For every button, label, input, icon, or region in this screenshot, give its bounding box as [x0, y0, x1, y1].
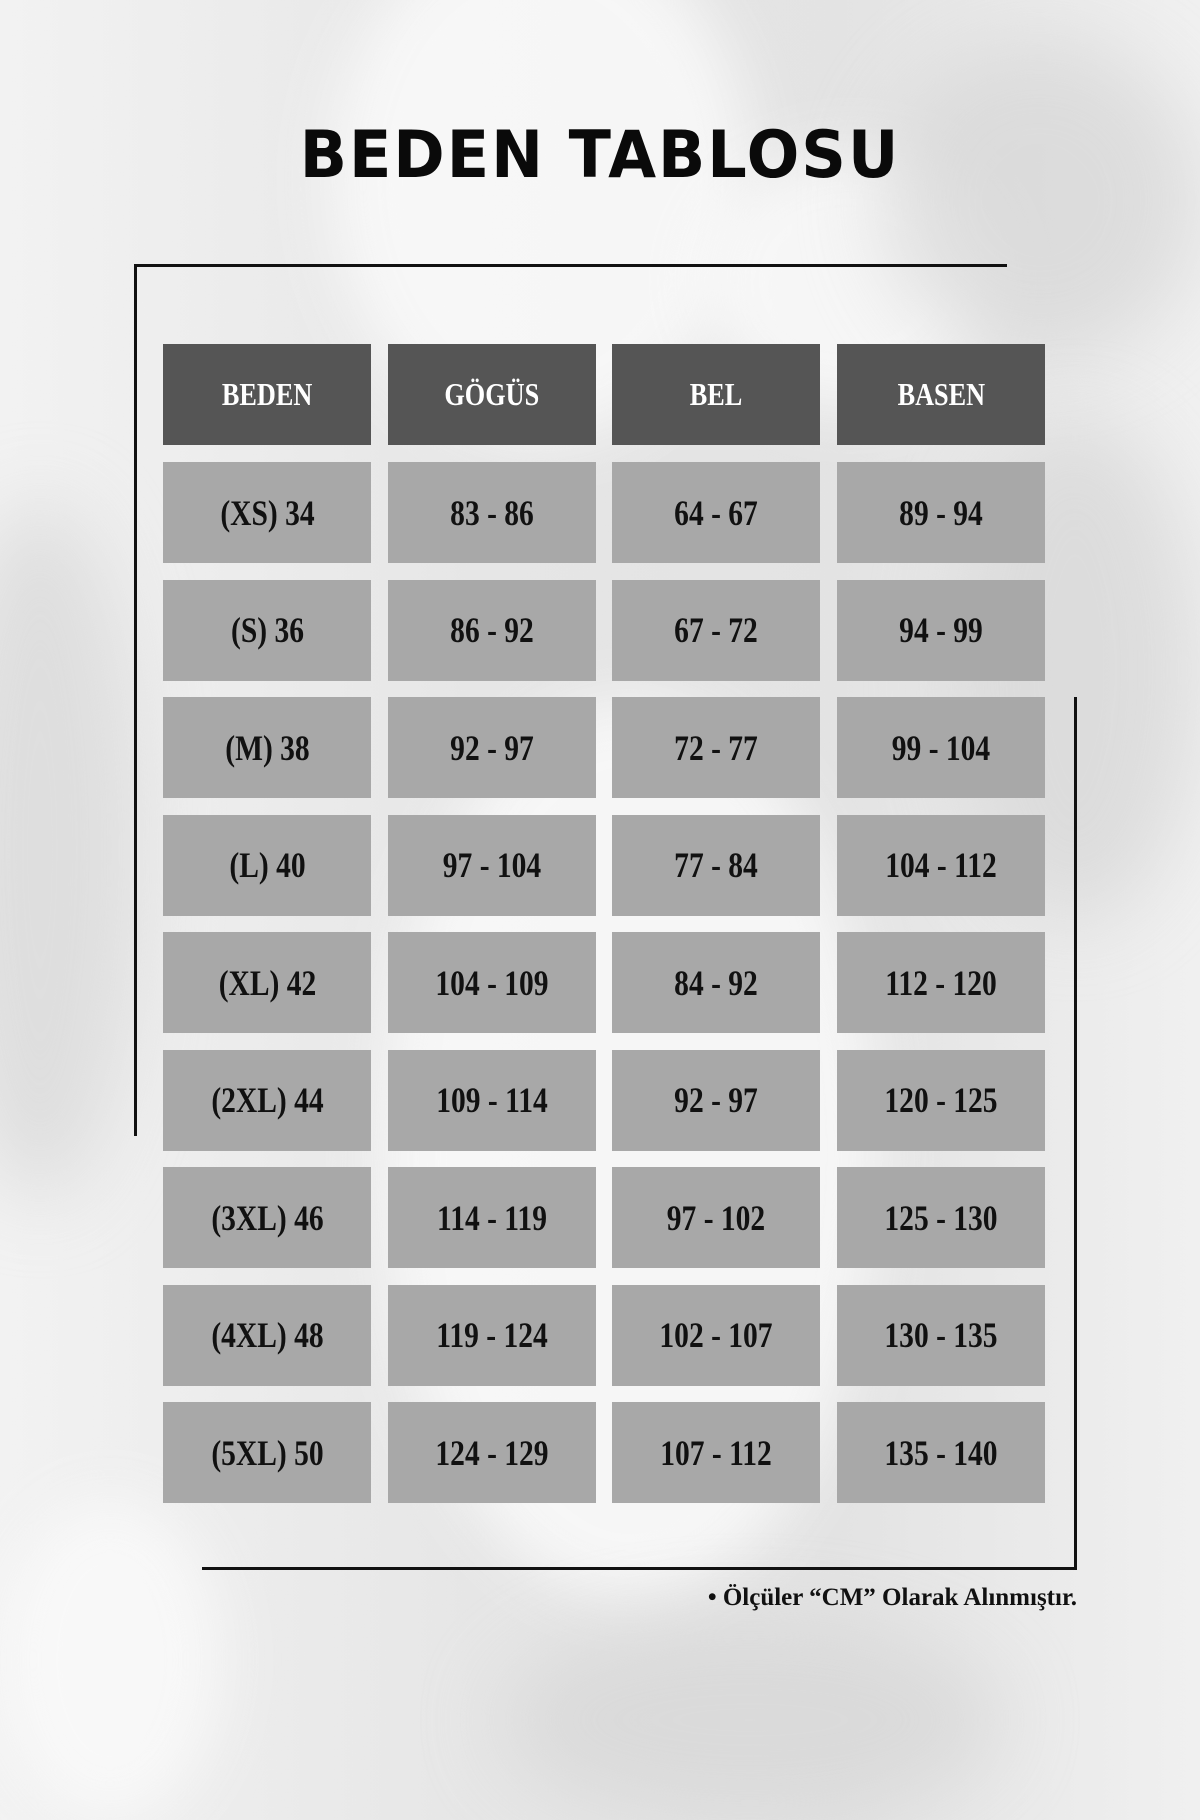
cell-value: 64 - 67: [674, 492, 758, 533]
cell-value: 102 - 107: [659, 1315, 773, 1355]
cell-value: 124 - 129: [435, 1432, 549, 1473]
frame-bottom-line: [202, 1567, 1077, 1570]
table-cell-beden: (XL) 42: [163, 932, 371, 1033]
cell-value: 72 - 77: [674, 727, 758, 768]
table-cell-beden: (XS) 34: [163, 462, 371, 563]
table-cell-bel: 77 - 84: [612, 814, 820, 916]
table-cell-bel: 67 - 72: [612, 579, 820, 681]
cell-value: 135 - 140: [884, 1432, 998, 1473]
table-cell-beden: (S) 36: [163, 579, 371, 681]
table-cell-bel: 107 - 112: [612, 1402, 820, 1503]
table-cell-gogus: 114 - 119: [388, 1167, 596, 1268]
measurement-note: • Ölçüler “CM” Olarak Alınmıştır.: [707, 1584, 1077, 1611]
frame-top-line: [135, 264, 1007, 267]
table-cell-beden: (L) 40: [163, 814, 371, 916]
header-cell-beden: BEDEN: [163, 344, 371, 445]
header-label: GÖGÜS: [444, 376, 540, 412]
cell-value: 77 - 84: [674, 845, 758, 885]
table-cell-bel: 64 - 67: [612, 462, 820, 563]
cell-value: 104 - 109: [435, 962, 549, 1003]
header-cell-gogus: GÖGÜS: [388, 344, 596, 445]
cell-value: (M) 38: [224, 727, 310, 768]
header-label: BEL: [689, 376, 743, 412]
cell-value: 120 - 125: [884, 1080, 998, 1120]
frame-right-line: [1074, 697, 1077, 1570]
header-label: BASEN: [897, 376, 985, 412]
table-cell-gogus: 86 - 92: [388, 579, 596, 681]
cell-value: 89 - 94: [899, 492, 983, 533]
table-cell-beden: (2XL) 44: [163, 1049, 371, 1151]
cell-value: 107 - 112: [660, 1432, 772, 1473]
cell-value: 67 - 72: [674, 610, 758, 650]
table-cell-basen: 120 - 125: [837, 1049, 1045, 1151]
cell-value: 97 - 102: [666, 1197, 766, 1238]
page-title: BEDEN TABLOSU: [299, 116, 901, 193]
table-cell-basen: 112 - 120: [837, 932, 1045, 1033]
table-cell-basen: 130 - 135: [837, 1284, 1045, 1386]
table-cell-bel: 102 - 107: [612, 1284, 820, 1386]
cell-value: 109 - 114: [436, 1080, 548, 1120]
table-cell-basen: 99 - 104: [837, 697, 1045, 798]
table-cell-basen: 94 - 99: [837, 579, 1045, 681]
table-cell-gogus: 124 - 129: [388, 1402, 596, 1503]
table-cell-beden: (4XL) 48: [163, 1284, 371, 1386]
table-cell-gogus: 83 - 86: [388, 462, 596, 563]
table-cell-basen: 89 - 94: [837, 462, 1045, 563]
cell-value: 92 - 97: [450, 727, 534, 768]
table-cell-bel: 97 - 102: [612, 1167, 820, 1268]
table-cell-bel: 92 - 97: [612, 1049, 820, 1151]
cell-value: (2XL) 44: [210, 1080, 324, 1120]
table-cell-gogus: 119 - 124: [388, 1284, 596, 1386]
table-cell-gogus: 92 - 97: [388, 697, 596, 798]
cell-value: (5XL) 50: [210, 1432, 324, 1473]
cell-value: 94 - 99: [899, 610, 983, 650]
cell-value: 97 - 104: [442, 845, 542, 885]
cell-value: 99 - 104: [891, 727, 991, 768]
table-cell-gogus: 104 - 109: [388, 932, 596, 1033]
table-cell-beden: (3XL) 46: [163, 1167, 371, 1268]
table-cell-gogus: 97 - 104: [388, 814, 596, 916]
header-cell-bel: BEL: [612, 344, 820, 445]
cell-value: 130 - 135: [884, 1315, 998, 1355]
cell-value: 92 - 97: [674, 1080, 758, 1120]
table-cell-beden: (M) 38: [163, 697, 371, 798]
cell-value: (S) 36: [230, 610, 304, 650]
cell-value: 125 - 130: [884, 1197, 998, 1238]
frame-left-line: [134, 264, 137, 1136]
header-cell-basen: BASEN: [837, 344, 1045, 445]
table-cell-gogus: 109 - 114: [388, 1049, 596, 1151]
cell-value: (XL) 42: [218, 962, 316, 1003]
header-label: BEDEN: [221, 376, 313, 412]
table-cell-basen: 135 - 140: [837, 1402, 1045, 1503]
table-cell-bel: 84 - 92: [612, 932, 820, 1033]
cell-value: (4XL) 48: [210, 1315, 324, 1355]
cell-value: 83 - 86: [450, 492, 534, 533]
cell-value: (L) 40: [228, 845, 306, 885]
cell-value: 119 - 124: [436, 1315, 548, 1355]
cell-value: 112 - 120: [885, 962, 997, 1003]
table-cell-bel: 72 - 77: [612, 697, 820, 798]
cell-value: 104 - 112: [885, 845, 997, 885]
cell-value: 114 - 119: [437, 1197, 547, 1238]
table-cell-basen: 104 - 112: [837, 814, 1045, 916]
table-cell-beden: (5XL) 50: [163, 1402, 371, 1503]
table-cell-basen: 125 - 130: [837, 1167, 1045, 1268]
cell-value: 86 - 92: [450, 610, 534, 650]
cell-value: (3XL) 46: [210, 1197, 324, 1238]
cell-value: 84 - 92: [674, 962, 758, 1003]
cell-value: (XS) 34: [219, 492, 315, 533]
